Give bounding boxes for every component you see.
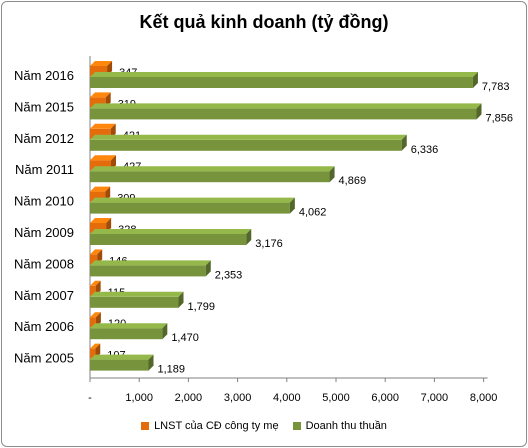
bar-revenue xyxy=(90,354,154,371)
bar-revenue-top xyxy=(90,323,168,329)
bar-lnst-front xyxy=(90,191,106,202)
x-tick-label: 1,000 xyxy=(125,392,153,404)
legend-item-lnst: LNST của CĐ công ty mẹ xyxy=(141,420,279,432)
data-label-revenue: 1,799 xyxy=(188,301,216,313)
bar-revenue-top xyxy=(90,103,482,109)
bar-revenue xyxy=(90,166,335,183)
legend-label-revenue: Doanh thu thuần xyxy=(305,420,387,432)
bar-revenue-front xyxy=(90,234,247,245)
bar-revenue-front xyxy=(90,139,402,151)
category-label: Năm 2005 xyxy=(14,351,74,366)
category-label: Năm 2012 xyxy=(14,131,74,146)
x-tick-label: 7,000 xyxy=(421,392,449,404)
category-label: Năm 2011 xyxy=(15,162,74,177)
x-tick-label: 6,000 xyxy=(371,392,399,404)
bar-lnst-top xyxy=(90,249,103,255)
data-label-revenue: 2,353 xyxy=(215,269,243,281)
bar-lnst-front xyxy=(90,97,106,108)
bar-revenue xyxy=(90,134,407,151)
data-label-revenue: 4,869 xyxy=(339,175,367,187)
bar-lnst-front xyxy=(90,223,107,233)
bar-revenue-front xyxy=(90,108,477,120)
bar-revenue-side xyxy=(476,103,482,120)
bar-revenue-top xyxy=(90,166,335,172)
bar-lnst-front xyxy=(90,128,111,139)
category-label: Năm 2015 xyxy=(14,99,74,114)
bar-lnst-top xyxy=(90,61,113,66)
bar-revenue-top xyxy=(90,260,211,266)
bar-revenue-front xyxy=(90,328,163,340)
legend: LNST của CĐ công ty mẹ Doanh thu thuần xyxy=(2,420,526,432)
bar-revenue-side xyxy=(148,354,154,371)
bar-revenue-front xyxy=(90,202,290,214)
category-label: Năm 2016 xyxy=(14,68,74,83)
bar-revenue-front xyxy=(90,265,206,277)
bar-revenue-top xyxy=(90,197,295,203)
bar-revenue xyxy=(90,72,478,88)
legend-swatch-lnst xyxy=(141,422,150,430)
data-label-revenue: 4,062 xyxy=(299,207,327,219)
category-label: Năm 2006 xyxy=(14,319,74,334)
data-label-revenue: 1,189 xyxy=(157,364,185,376)
bar-revenue xyxy=(90,197,295,214)
bar-lnst-front xyxy=(90,254,98,265)
bar-revenue-side xyxy=(401,134,407,151)
bar-revenue-top xyxy=(90,291,184,297)
data-label-revenue: 1,470 xyxy=(171,332,199,344)
bar-revenue-top xyxy=(90,72,478,77)
x-tick-label: 2,000 xyxy=(175,392,203,404)
x-tick-label: - xyxy=(88,392,92,404)
bar-revenue-side xyxy=(289,197,295,214)
bar-revenue-side xyxy=(246,229,252,245)
bar-lnst-top xyxy=(90,123,116,129)
x-tick-label: 8,000 xyxy=(470,392,498,404)
bar-revenue-side xyxy=(205,260,211,277)
bar-lnst-front xyxy=(90,317,96,328)
bar-lnst-front xyxy=(90,348,96,359)
bar-revenue-side xyxy=(178,291,184,308)
bar-revenue xyxy=(90,103,482,120)
bar-lnst-top xyxy=(90,186,111,192)
legend-item-revenue: Doanh thu thuần xyxy=(292,420,387,432)
bar-lnst-top xyxy=(90,312,101,318)
chart-title: Kết quả kinh doanh (tỷ đồng) xyxy=(139,12,389,32)
category-label: Năm 2010 xyxy=(14,194,74,209)
legend-label-lnst: LNST của CĐ công ty mẹ xyxy=(154,420,279,432)
bar-revenue xyxy=(90,291,184,308)
bar-revenue-side xyxy=(162,323,168,340)
legend-swatch-revenue xyxy=(292,422,301,430)
bar-revenue-top xyxy=(90,134,407,140)
x-tick-label: 5,000 xyxy=(322,392,350,404)
category-label: Năm 2007 xyxy=(14,288,74,303)
x-tick-label: 3,000 xyxy=(224,392,252,404)
bar-lnst-top xyxy=(90,343,101,349)
x-tick-label: 4,000 xyxy=(273,392,301,404)
bar-lnst-top xyxy=(90,155,117,161)
bar-lnst-front xyxy=(90,285,96,296)
bar-revenue-top xyxy=(90,354,154,360)
bar-revenue xyxy=(90,229,252,245)
data-label-revenue: 6,336 xyxy=(411,144,439,156)
category-label: Năm 2008 xyxy=(14,256,74,271)
bar-revenue-front xyxy=(90,77,473,88)
category-label: Năm 2009 xyxy=(14,225,74,240)
bar-revenue-side xyxy=(472,72,478,88)
data-label-revenue: 3,176 xyxy=(255,238,283,250)
bar-lnst-top xyxy=(90,218,112,223)
bar-revenue-top xyxy=(90,229,252,234)
bar-revenue xyxy=(90,260,211,277)
bar-lnst-top xyxy=(90,92,111,98)
data-label-revenue: 7,783 xyxy=(482,81,510,93)
bar-revenue xyxy=(90,323,168,340)
bar-lnst-front xyxy=(90,66,108,76)
data-label-revenue: 7,856 xyxy=(486,112,514,124)
bar-revenue-front xyxy=(90,296,179,308)
bar-revenue-front xyxy=(90,359,149,371)
bar-lnst-top xyxy=(90,280,101,286)
bar-revenue-front xyxy=(90,171,330,183)
bar-lnst-front xyxy=(90,160,112,171)
bar-revenue-side xyxy=(329,166,335,183)
